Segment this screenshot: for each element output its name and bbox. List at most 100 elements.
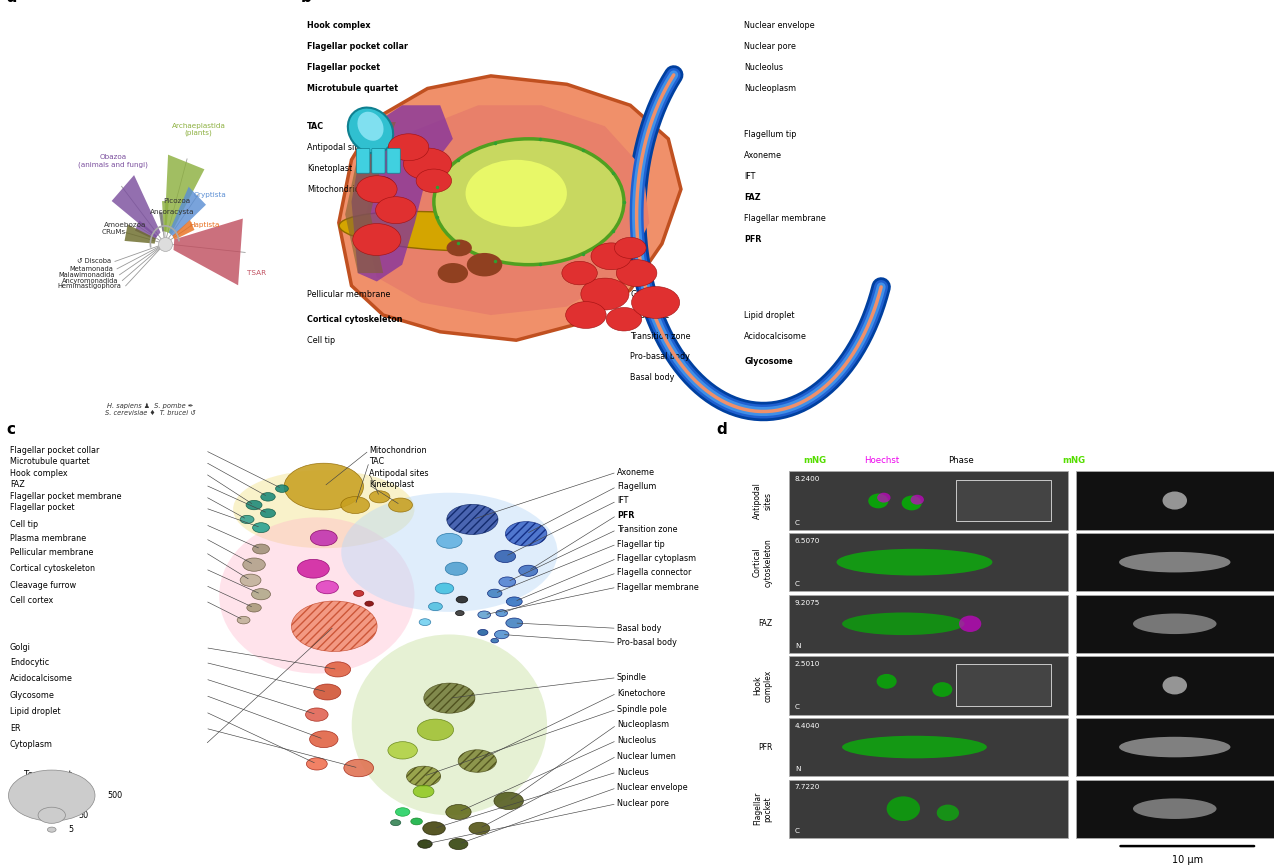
Text: Haptista: Haptista	[189, 221, 219, 227]
Text: Nucleus: Nucleus	[617, 767, 649, 777]
Circle shape	[9, 770, 95, 821]
Text: Antipodal
sites: Antipodal sites	[753, 482, 773, 519]
Text: PFR: PFR	[745, 235, 762, 244]
Text: C: C	[795, 828, 800, 834]
Text: N: N	[795, 766, 800, 772]
Circle shape	[407, 766, 440, 786]
Text: Pro-basal body: Pro-basal body	[617, 638, 677, 647]
Text: Flagellar pocket membrane: Flagellar pocket membrane	[10, 492, 122, 501]
Text: Ancoracysta: Ancoracysta	[150, 209, 195, 215]
Ellipse shape	[348, 107, 393, 153]
Text: 2.5010: 2.5010	[795, 661, 820, 667]
Circle shape	[932, 682, 952, 697]
Text: Hook complex: Hook complex	[10, 469, 68, 478]
Circle shape	[403, 148, 452, 180]
Circle shape	[311, 530, 337, 546]
Text: Phase: Phase	[948, 456, 974, 465]
Circle shape	[591, 243, 631, 270]
Text: Hook
complex: Hook complex	[753, 670, 773, 702]
Ellipse shape	[842, 736, 987, 759]
Ellipse shape	[1133, 613, 1216, 634]
Circle shape	[422, 822, 445, 835]
Circle shape	[241, 516, 253, 523]
Circle shape	[631, 286, 680, 318]
Text: Transition zone: Transition zone	[630, 331, 691, 341]
Text: Term count: Term count	[24, 770, 72, 778]
Text: Pellicular membrane: Pellicular membrane	[10, 548, 93, 557]
Polygon shape	[163, 201, 169, 231]
Circle shape	[506, 522, 547, 546]
Ellipse shape	[342, 493, 558, 612]
Circle shape	[488, 589, 502, 598]
Text: PFR: PFR	[758, 742, 773, 752]
Circle shape	[614, 237, 646, 259]
Text: IFT: IFT	[617, 497, 628, 505]
Circle shape	[340, 497, 370, 514]
Text: Amoebozoa: Amoebozoa	[104, 222, 146, 228]
Circle shape	[495, 550, 516, 562]
FancyBboxPatch shape	[790, 594, 1068, 653]
Text: Kinetochore: Kinetochore	[617, 689, 666, 698]
Circle shape	[47, 827, 56, 832]
Circle shape	[458, 750, 497, 772]
Circle shape	[959, 616, 982, 632]
Text: Spindle: Spindle	[617, 673, 646, 682]
Circle shape	[310, 731, 338, 747]
Text: Endocytic: Endocytic	[630, 311, 669, 319]
Text: Flagellar membrane: Flagellar membrane	[617, 583, 699, 592]
Text: FAZ: FAZ	[10, 480, 24, 490]
Text: Mitochondrion: Mitochondrion	[369, 445, 426, 455]
Circle shape	[449, 838, 468, 849]
Circle shape	[344, 759, 374, 777]
Polygon shape	[364, 106, 649, 315]
Text: Glycosome: Glycosome	[745, 356, 794, 366]
Circle shape	[252, 544, 270, 554]
Circle shape	[477, 611, 490, 618]
Circle shape	[292, 601, 378, 651]
Text: Flagellum: Flagellum	[617, 482, 657, 491]
Circle shape	[370, 490, 390, 503]
Text: ER: ER	[10, 724, 20, 733]
Ellipse shape	[352, 635, 547, 815]
Text: Nuclear pore: Nuclear pore	[745, 42, 796, 51]
Circle shape	[396, 808, 410, 817]
Circle shape	[499, 577, 516, 586]
Circle shape	[447, 504, 498, 535]
Text: Glycosome: Glycosome	[10, 691, 55, 700]
Text: d: d	[717, 422, 727, 437]
Polygon shape	[134, 221, 157, 240]
Circle shape	[937, 804, 959, 821]
FancyBboxPatch shape	[790, 779, 1068, 838]
Polygon shape	[159, 212, 164, 232]
Circle shape	[518, 565, 538, 576]
Text: 4.4040: 4.4040	[795, 723, 820, 729]
Text: Acidocalcisome: Acidocalcisome	[745, 331, 808, 341]
Circle shape	[252, 522, 270, 533]
FancyBboxPatch shape	[1076, 779, 1274, 838]
Text: Kinetoplast: Kinetoplast	[307, 163, 352, 173]
Ellipse shape	[219, 517, 415, 674]
Circle shape	[445, 562, 467, 575]
Ellipse shape	[1119, 552, 1230, 573]
Circle shape	[243, 558, 265, 571]
Text: Flagellar pocket collar: Flagellar pocket collar	[10, 445, 100, 455]
Text: C: C	[795, 581, 800, 587]
Circle shape	[435, 583, 454, 594]
Circle shape	[411, 818, 422, 825]
Circle shape	[477, 630, 488, 636]
FancyBboxPatch shape	[1076, 657, 1274, 714]
Text: IFT: IFT	[745, 172, 755, 181]
Circle shape	[252, 588, 270, 599]
Circle shape	[247, 604, 261, 612]
Text: Archaeplastida
(plants): Archaeplastida (plants)	[172, 123, 225, 137]
Circle shape	[246, 500, 262, 509]
Circle shape	[456, 596, 467, 603]
Circle shape	[507, 597, 522, 606]
Text: ↺ Discoba: ↺ Discoba	[77, 259, 110, 265]
Text: 50: 50	[78, 811, 88, 820]
Text: a: a	[6, 0, 17, 4]
Circle shape	[389, 498, 412, 512]
Text: TSAR: TSAR	[247, 271, 266, 277]
Circle shape	[353, 223, 401, 255]
Text: Microtubule quartet: Microtubule quartet	[10, 458, 90, 466]
